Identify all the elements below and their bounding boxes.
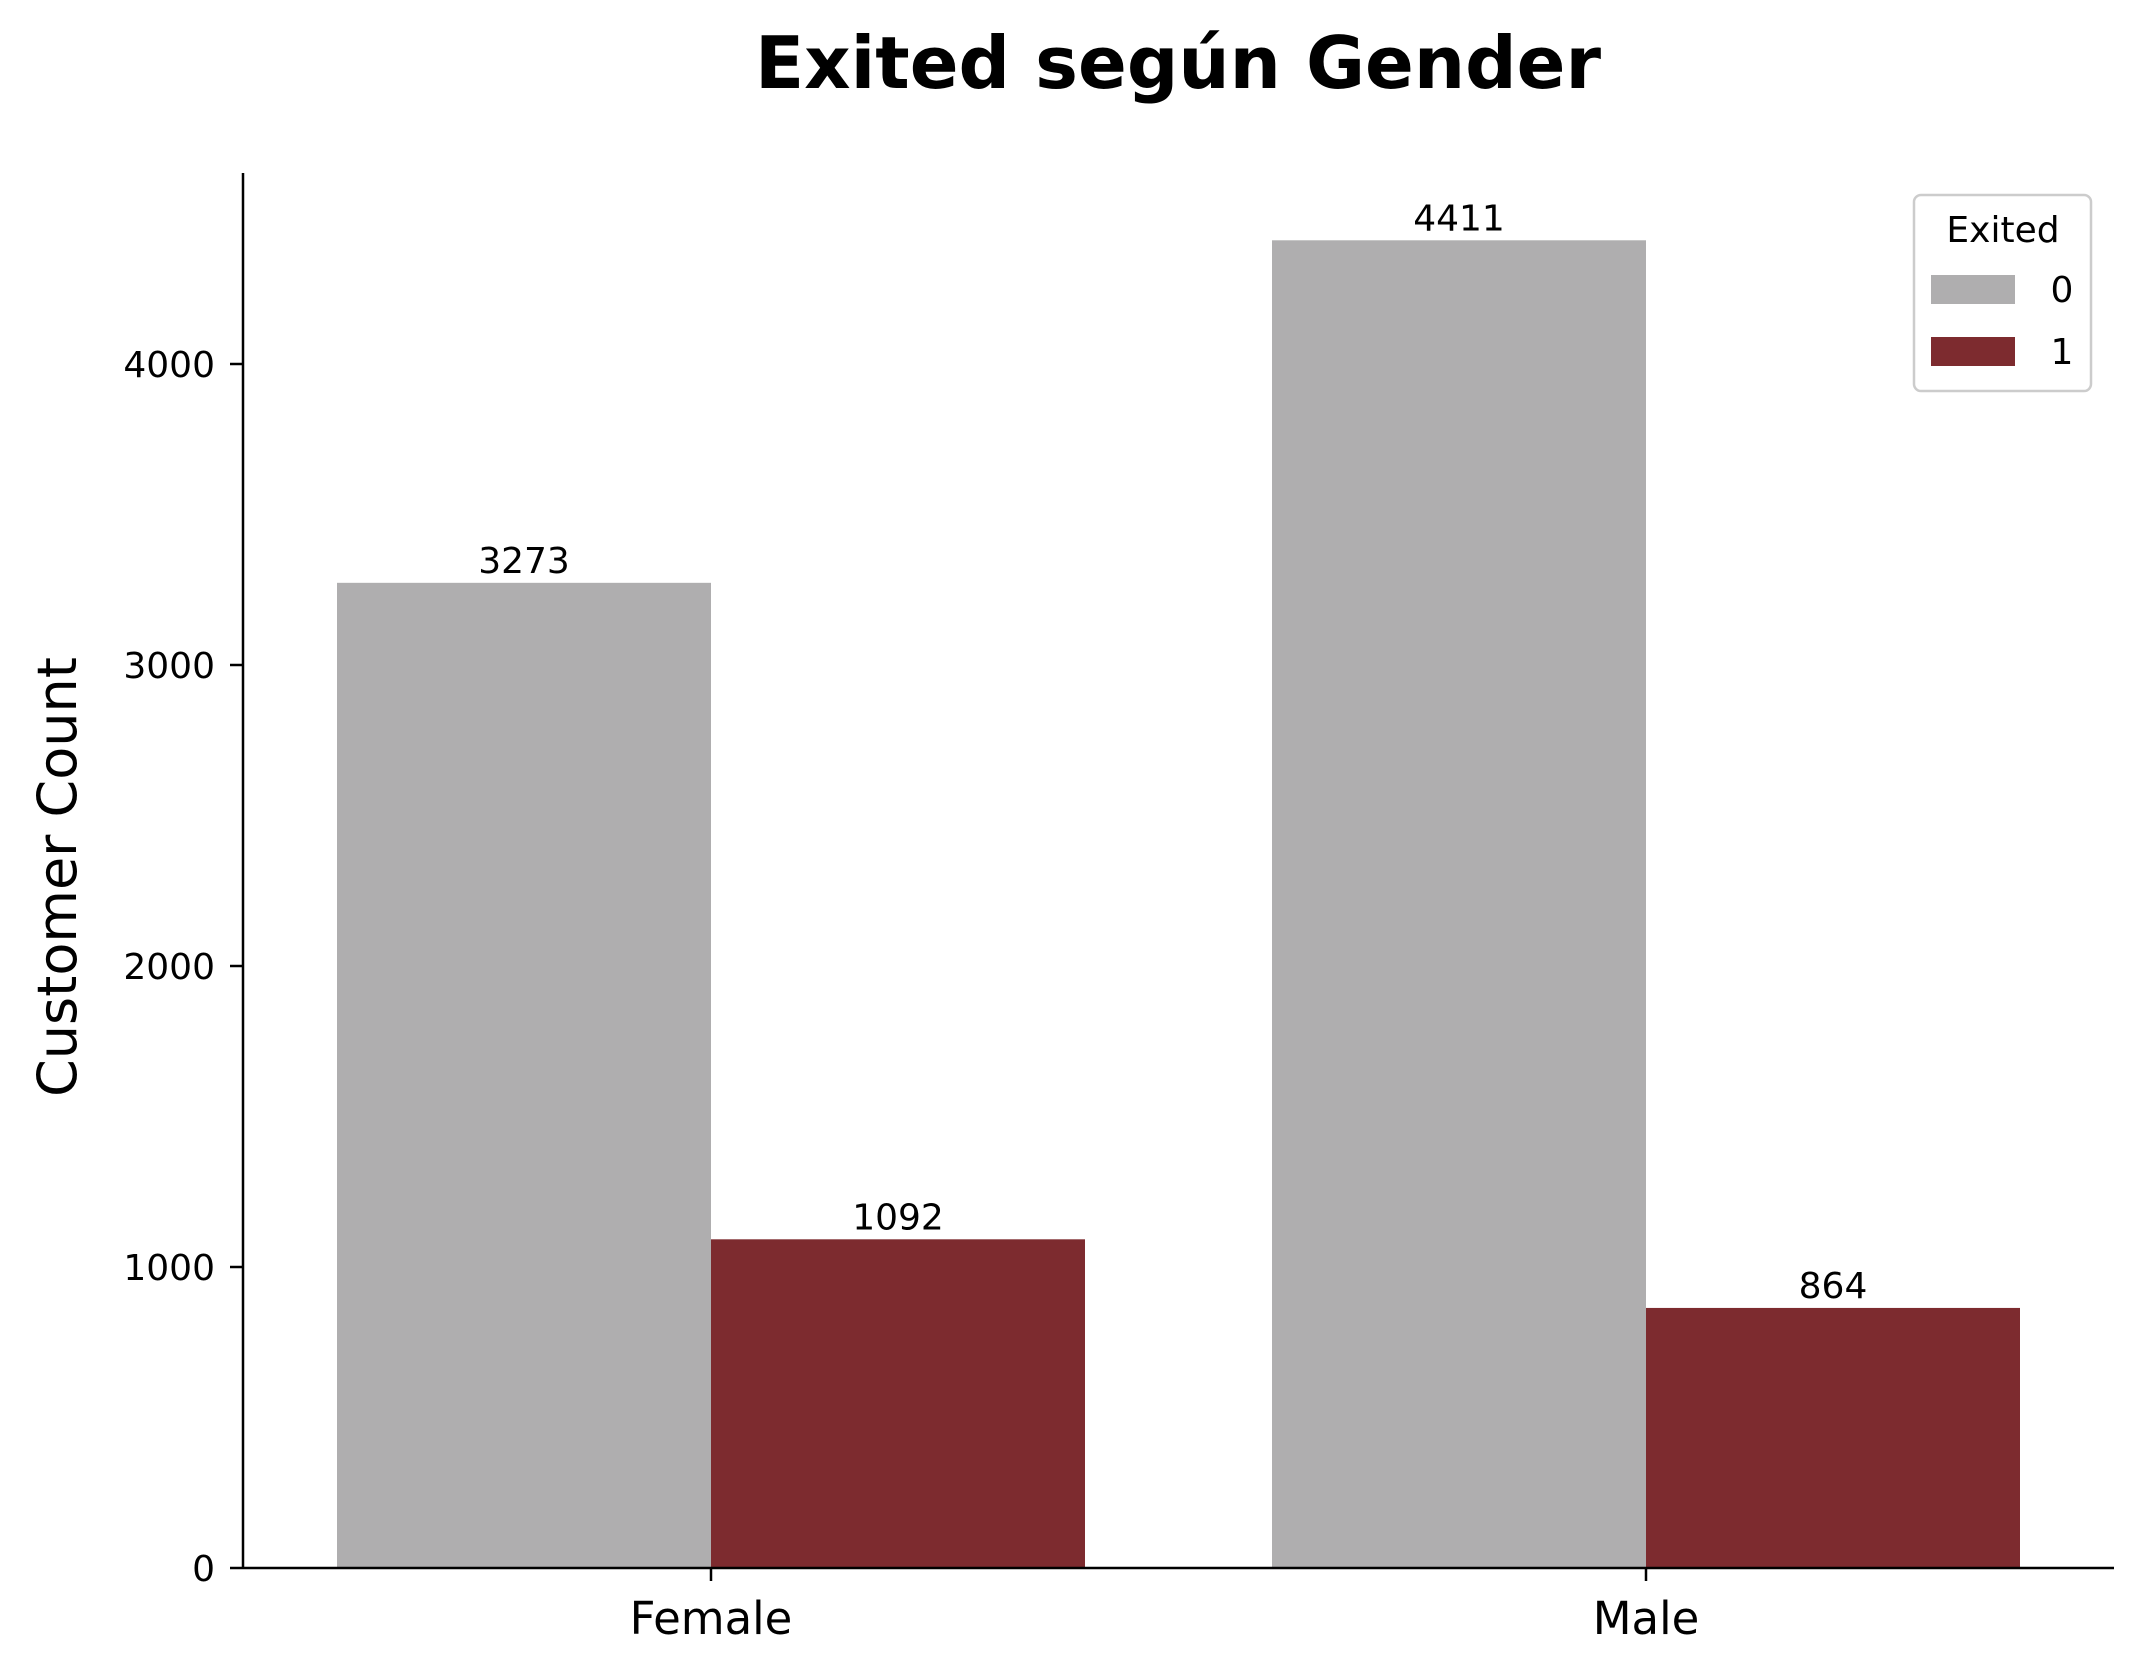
- bar-male-exited-1: [1646, 1307, 2020, 1568]
- legend-swatch-1: [1931, 337, 2015, 366]
- bar-female-exited-0: [337, 582, 711, 1568]
- legend: Exited 01: [1912, 193, 2093, 393]
- bar-value-label: 4411: [1413, 198, 1505, 239]
- bar-male-exited-0: [1272, 240, 1646, 1568]
- bars-group: [337, 240, 2020, 1568]
- x-tick-label: Female: [630, 1592, 793, 1645]
- bar-value-label: 864: [1799, 1266, 1868, 1307]
- bar-value-label: 3273: [478, 541, 570, 582]
- y-tick-label: 3000: [123, 646, 215, 687]
- y-axis-label: Customer Count: [26, 657, 89, 1097]
- x-ticks-group: Female Male: [630, 1568, 1700, 1645]
- x-tick-label: Male: [1593, 1592, 1700, 1645]
- legend-label-1: 1: [2051, 332, 2074, 373]
- legend-swatch-0: [1931, 275, 2015, 304]
- bar-value-label: 1092: [852, 1197, 944, 1238]
- bar-labels-group: 3273 1092 4411 864: [478, 198, 1867, 1307]
- legend-entries-group: 01: [1931, 270, 2073, 373]
- legend-label-0: 0: [2051, 270, 2074, 311]
- y-tick-label: 1000: [123, 1248, 215, 1289]
- bar-female-exited-1: [711, 1239, 1085, 1568]
- y-tick-label: 2000: [123, 947, 215, 988]
- y-tick-label: 4000: [123, 345, 215, 386]
- y-tick-label: 0: [192, 1549, 215, 1590]
- chart-title: Exited según Gender: [755, 21, 1602, 105]
- legend-title: Exited: [1946, 210, 2059, 251]
- y-ticks-group: 0 1000 2000 3000 4000: [123, 345, 243, 1590]
